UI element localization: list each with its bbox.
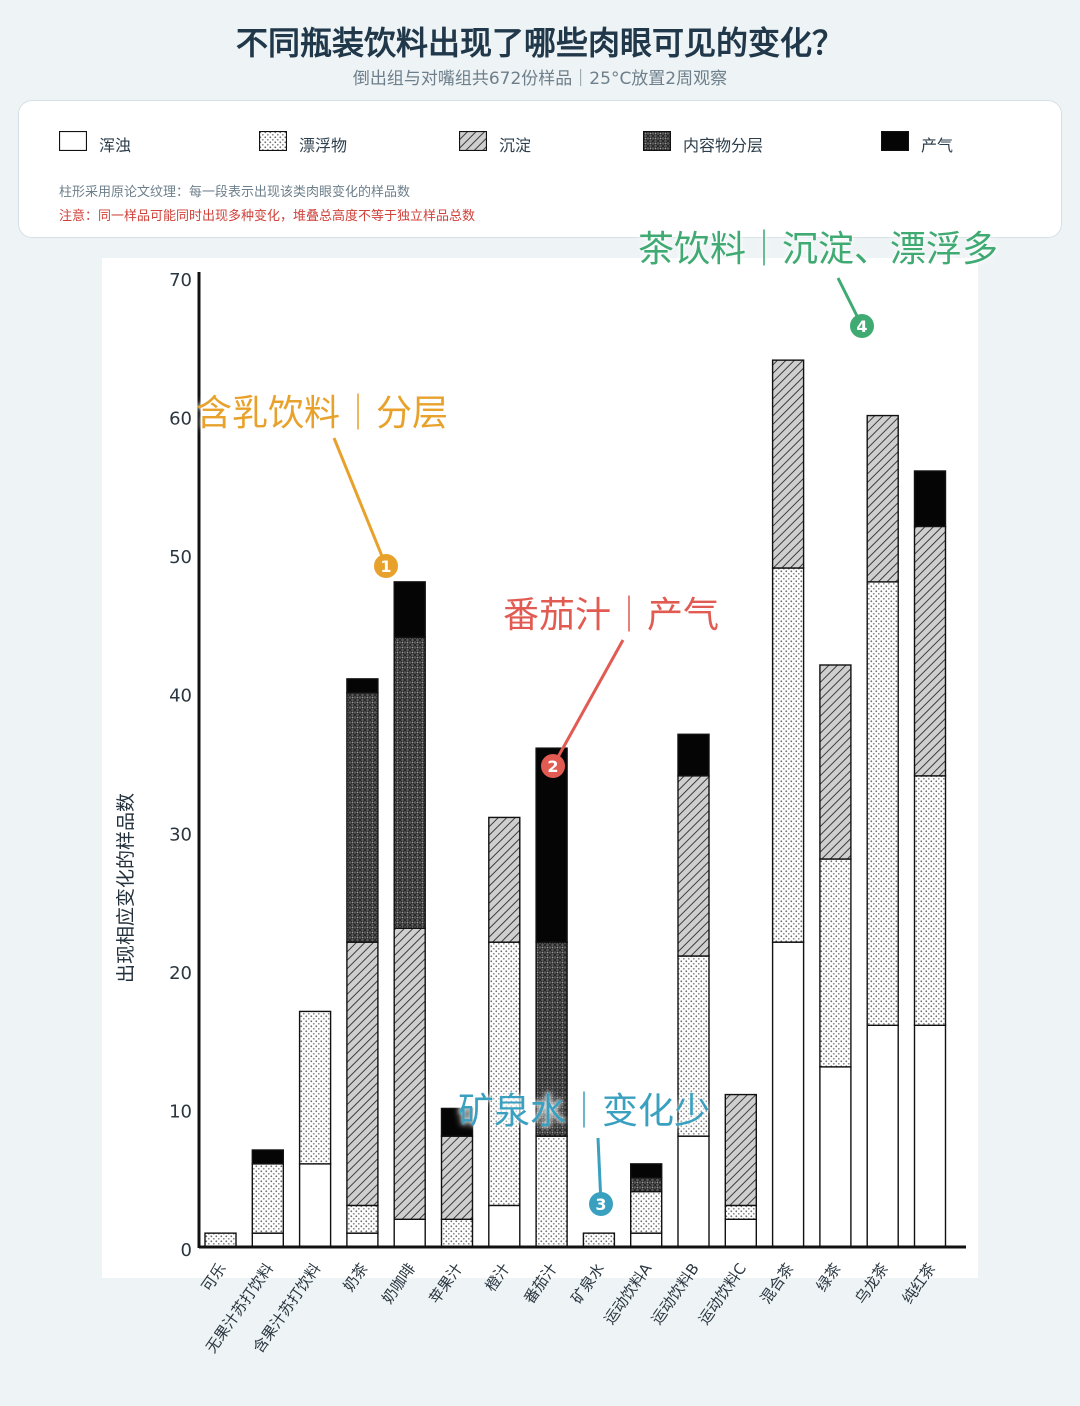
annotation-number: 1	[380, 557, 391, 576]
annotation-tea: 茶饮料｜沉淀、漂浮多	[638, 229, 999, 270]
y-tick-label: 70	[169, 270, 192, 291]
legend-swatch-hatch	[459, 131, 487, 151]
bar-segment-turbid	[724, 1218, 757, 1248]
bar-segment-sediment	[819, 664, 852, 860]
bar-segment-sediment	[771, 359, 805, 569]
bar-segment-turbid	[393, 1218, 426, 1248]
bar-segment-sediment	[866, 414, 899, 583]
bar-segment-gas	[251, 1149, 285, 1165]
bar-segment-turbid	[251, 1232, 285, 1248]
bar-segment-floating	[913, 775, 947, 1026]
legend-panel: 浑浊 漂浮物 沉淀 内容物分层 产气 柱形采用原论文纹理：每一段表示出现该类肉眼…	[18, 100, 1062, 238]
bar-segment-floating	[724, 1204, 757, 1220]
y-tick-label: 0	[181, 1240, 192, 1261]
y-tick-label: 30	[169, 824, 192, 845]
legend-swatch-black	[881, 131, 909, 151]
bar-segment-sediment	[393, 927, 426, 1220]
legend-swatch-dots	[259, 131, 287, 151]
annotation-number: 4	[856, 317, 867, 336]
annotation-marker	[589, 1192, 613, 1216]
bar-segment-floating	[677, 955, 710, 1137]
chart-title: 不同瓶装饮料出现了哪些肉眼可见的变化？	[235, 24, 844, 62]
y-tick-label: 40	[169, 686, 192, 707]
bar-segment-floating	[440, 1218, 474, 1248]
bar-segment-floating	[819, 858, 852, 1068]
y-tick-label: 60	[169, 409, 192, 430]
bar-segment-sediment	[488, 816, 521, 943]
y-axis-label: 出现相应变化的样品数	[115, 793, 137, 983]
annotation-number: 2	[547, 757, 558, 776]
bar-segment-sediment	[346, 941, 379, 1207]
bar-segment-turbid	[771, 941, 805, 1248]
bar-segment-turbid	[298, 1163, 332, 1248]
bar-segment-floating	[346, 1204, 379, 1234]
legend-label: 内容物分层	[683, 136, 764, 155]
bar-segment-turbid	[819, 1066, 852, 1248]
legend-warning: 注意：同一样品可能同时出现多种变化，堆叠总高度不等于独立样品总数	[59, 209, 476, 224]
bar-segment-floating	[771, 567, 805, 943]
bar-segment-turbid	[346, 1232, 379, 1248]
bar-segment-sediment	[440, 1135, 474, 1220]
bar-segment-separation	[393, 636, 426, 929]
bar-segment-separation	[346, 692, 379, 943]
bar-segment-sediment	[913, 525, 947, 777]
bar-segment-gas	[677, 733, 710, 777]
annotation-marker	[541, 754, 565, 778]
annotation-water: 矿泉水｜变化少	[458, 1091, 711, 1132]
chart-subtitle: 倒出组与对嘴组共672份样品｜25°C放置2周观察	[352, 69, 728, 89]
annotation-tomato: 番茄汁｜产气	[503, 595, 720, 636]
legend-swatch-crosshatch	[643, 131, 671, 151]
bar-segment-turbid	[866, 1024, 899, 1248]
bar-segment-gas	[913, 470, 947, 528]
legend-label: 产气	[921, 136, 954, 155]
bar-segment-floating	[866, 581, 899, 1026]
bar-segment-gas	[630, 1163, 663, 1179]
y-tick-label: 20	[169, 963, 192, 984]
bar-segment-turbid	[913, 1024, 947, 1248]
bar-segment-turbid	[630, 1232, 663, 1248]
bar-segment-separation	[630, 1177, 663, 1193]
bar-segment-sediment	[677, 775, 710, 957]
bar-segment-floating	[204, 1232, 237, 1248]
bar-segment-gas	[346, 678, 379, 694]
legend-swatch-white	[59, 131, 87, 151]
bar-segment-floating	[582, 1232, 616, 1248]
bar-segment-floating	[488, 941, 521, 1207]
annotation-dairy: 含乳饮料｜分层	[196, 393, 449, 434]
bar-segment-gas	[440, 1107, 474, 1137]
legend-label: 浑浊	[99, 136, 132, 155]
legend-note: 柱形采用原论文纹理：每一段表示出现该类肉眼变化的样品数	[59, 185, 411, 200]
bar-segment-floating	[535, 1135, 568, 1248]
bar-segment-floating	[298, 1010, 332, 1165]
legend-label: 沉淀	[499, 136, 532, 155]
bar-segment-gas	[535, 747, 568, 943]
bar-segment-gas	[393, 581, 426, 638]
bar-segment-sediment	[724, 1093, 757, 1207]
bar-segment-turbid	[677, 1135, 710, 1248]
annotation-marker	[374, 554, 398, 578]
annotation-leader-line	[332, 437, 388, 567]
y-tick-label: 10	[169, 1101, 192, 1122]
legend-label: 漂浮物	[299, 136, 348, 155]
bar-segment-turbid	[488, 1204, 521, 1248]
y-tick-label: 50	[169, 547, 192, 568]
annotation-marker	[850, 314, 874, 338]
bar-segment-floating	[630, 1190, 663, 1234]
bar-segment-floating	[251, 1163, 285, 1234]
annotation-number: 3	[595, 1195, 606, 1214]
annotation-leader-line	[551, 639, 625, 767]
